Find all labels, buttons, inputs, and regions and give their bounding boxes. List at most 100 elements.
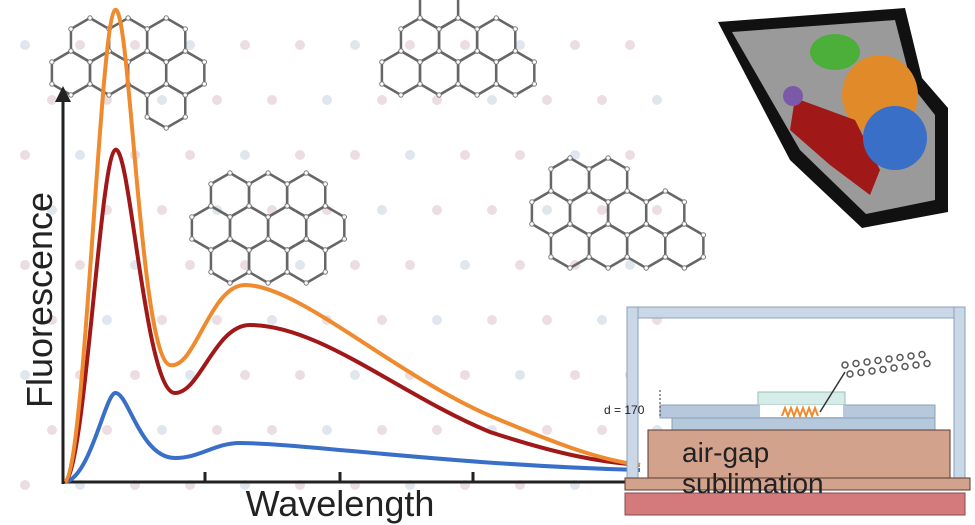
atom [265,280,271,286]
ring [50,49,92,97]
lower-plate [671,417,936,431]
atom [605,155,611,161]
curve-blue [64,391,641,484]
lattice-dot [570,370,580,380]
gap-label: d = 170 [604,403,645,417]
atom [529,199,535,205]
lattice-dot [487,315,497,325]
y-axis-label: Fluorescence [19,192,60,408]
atom [586,166,592,172]
lattice-dot [652,205,662,215]
atom [189,236,195,242]
chamber-left [626,306,639,483]
atom [624,232,630,238]
atom [227,280,233,286]
lattice-dot [157,95,167,105]
atom [493,59,499,65]
atom [643,199,649,205]
lattice-dot [432,425,442,435]
lattice-dot [652,95,662,105]
lattice-dot [405,260,415,270]
lattice-dot [240,40,250,50]
lattice-dot [570,40,580,50]
atom [512,92,518,98]
atom [379,59,385,65]
mini-atom [857,368,865,377]
mini-atom [863,358,871,366]
lattice-dot [542,205,552,215]
lattice-dot [20,40,30,50]
mini-atom [912,361,920,369]
atom [87,81,93,87]
mini-atom [896,353,904,362]
atom [182,92,188,98]
chamber-right [953,306,966,483]
atom [284,247,290,253]
lattice-dot [432,205,442,215]
lattice-dot [377,95,387,105]
lattice-dot [47,95,57,105]
lattice-dot [322,425,332,435]
ring [145,82,187,130]
molecules [49,0,707,286]
atom [398,48,404,54]
mini-atom [874,356,882,365]
atom [493,15,499,21]
atom [322,247,328,253]
lattice-dot [597,315,607,325]
molecule [379,0,538,98]
mini-molecule [841,350,931,378]
atom [68,92,74,98]
atom [208,269,214,275]
mini-atom [879,365,887,374]
atom [144,92,150,98]
lattice-dot [240,150,250,160]
atom [493,81,499,87]
lattice-dot [295,150,305,160]
atom [624,254,630,260]
lattice-dot [460,150,470,160]
lattice-dot [625,260,635,270]
atom [201,59,208,65]
lattice-dot [20,480,30,490]
lattice-dot [625,40,635,50]
lattice-dot [350,40,360,50]
atom [700,232,707,238]
atom [605,221,611,227]
atom [548,188,554,194]
atom [548,254,554,260]
ring [285,171,327,219]
atom [106,92,112,98]
mini-atom [907,352,915,360]
atom [436,48,442,54]
heater-base [624,477,971,491]
atom [586,254,592,260]
atom [246,181,252,187]
curve-red [63,147,641,484]
mini-atom [885,355,893,363]
atom [700,254,707,260]
lattice-dot [625,150,635,160]
lattice-dot [20,150,30,160]
mini-atom [868,367,876,375]
mini-atom [901,362,909,371]
atom [284,269,290,275]
atom [322,181,328,187]
lattice-dot [487,205,497,215]
lattice-dot [432,315,442,325]
ring [456,49,498,97]
lattice-dot [185,40,195,50]
ring [247,237,289,285]
atom [144,26,150,32]
ring [587,222,629,270]
atom [417,81,423,87]
atom [322,203,328,209]
atom [284,181,290,187]
atom [681,265,688,271]
lattice-dot [350,370,360,380]
lattice-dot [157,315,167,325]
mini-atom [852,359,860,368]
lattice-dot [267,95,277,105]
atom [68,26,74,32]
atom [662,188,668,194]
